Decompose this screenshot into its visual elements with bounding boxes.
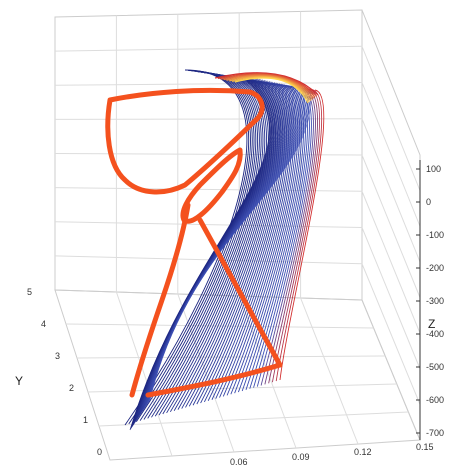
grid-line [54,45,363,52]
grid-line [177,293,235,453]
x-tick-label: 0.12 [354,447,372,457]
z-tick-label: -500 [426,362,444,372]
grid-line [54,153,363,156]
y-axis-label: Y [15,374,23,388]
series-line [264,87,316,385]
y-tick-label: 0 [97,447,102,457]
z-tick-label: -200 [426,263,444,273]
grid-line [361,263,421,405]
annotation-triangle [145,217,283,398]
grid-line [98,411,409,427]
grid-line [54,187,363,192]
z-tick-label: -100 [426,230,444,240]
grid-line [300,297,359,445]
series-line [207,80,288,402]
series-line [124,69,248,426]
grid-line [54,118,363,120]
series-line [132,70,251,424]
series-line [143,71,257,420]
y-tick-label: 2 [69,383,74,393]
y-tick-label: 5 [27,287,32,297]
z-tick-label: 0 [426,197,431,207]
z-tick-label: -300 [426,296,444,306]
annotation-layer [105,87,283,398]
grid-line [65,323,374,329]
grid-line [54,221,363,228]
series-line [234,83,301,394]
grid-line [115,291,173,457]
curve-family [124,69,325,431]
z-tick-label: -600 [426,395,444,405]
grid-line [87,383,397,393]
series-line [241,84,304,392]
annotation-loop-upper [105,87,265,195]
z-axis-label: Z [428,317,435,331]
grid-line [361,191,421,334]
series-line [245,85,306,391]
series-line [214,72,319,96]
series-line [229,75,312,102]
series-line [149,89,311,401]
series-line [219,81,293,398]
series-line [139,82,286,416]
grid-line [361,82,421,227]
grid-line [361,46,421,191]
y-tick-label: 4 [41,319,46,329]
series-line [128,70,250,425]
series-line [138,81,284,417]
series-line [192,78,280,406]
x-tick-label: 0.09 [292,452,310,462]
grid-line [361,154,421,298]
series-line [139,71,255,421]
grid-line [54,82,363,86]
series-line [271,88,320,383]
y-tick-label: 3 [55,351,60,361]
series-line [231,76,310,103]
series-line [135,71,253,422]
series-line [234,77,309,104]
x-tick-label: 0.15 [416,442,434,452]
tick-labels: 100 0 -100 -200 -300 -400 -500 -600 -700 0 1 2 3 4 5 0.… [27,164,444,467]
z-tick-label: 100 [426,164,441,174]
z-tick-label: -700 [426,428,444,438]
y-tick-label: 1 [83,415,88,425]
grid-line [361,227,421,369]
grid-line [361,118,421,263]
series-line [230,83,299,395]
series-line [275,89,323,382]
series-line [279,89,325,381]
x-tick-label: 0.06 [230,457,248,467]
z-tick-label: -400 [426,329,444,339]
annotation-stem [129,202,191,398]
series-line [268,88,318,384]
series-line [226,75,313,100]
